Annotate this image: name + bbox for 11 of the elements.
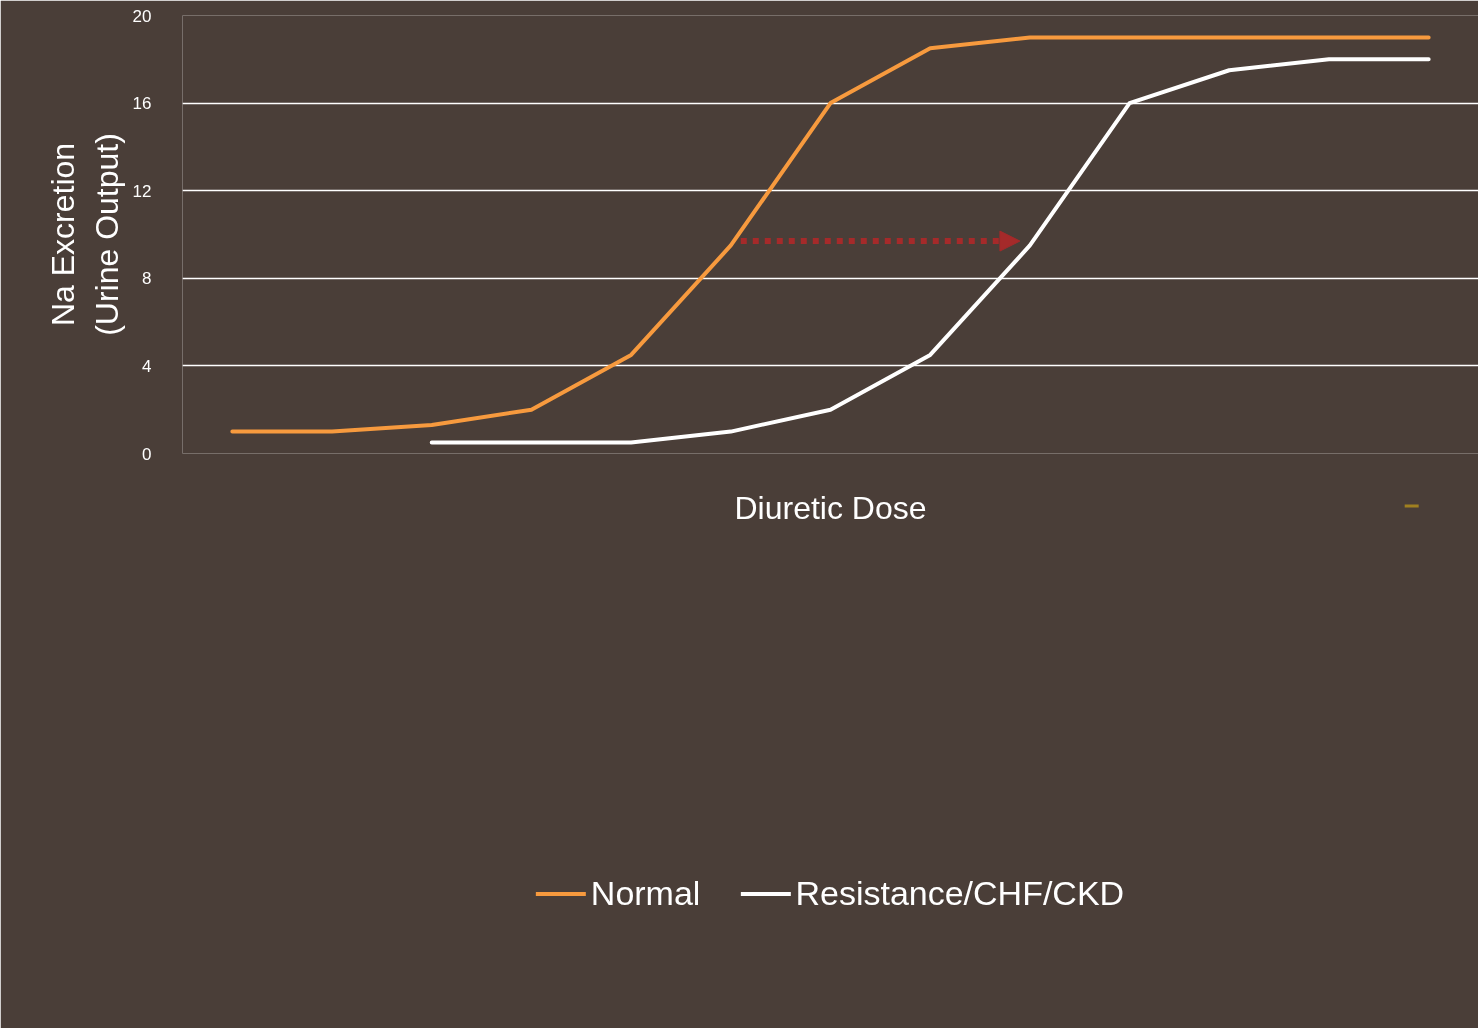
y-tick-label: 12	[132, 181, 152, 201]
legend-label: Resistance/CHF/CKD	[795, 873, 1125, 913]
y-tick-label: 0	[142, 444, 152, 464]
line-series	[230, 35, 1431, 434]
y-tick-label: 4	[142, 356, 152, 376]
x-axis-title: Diuretic Dose	[734, 489, 927, 526]
legend-label: Normal	[590, 873, 701, 913]
y-tick-label: 20	[132, 6, 152, 26]
y-axis-title: Na Excretion (Urine Output)	[45, 133, 125, 336]
y-tick-label: 8	[142, 269, 152, 289]
y-tick-label: 16	[132, 94, 152, 114]
